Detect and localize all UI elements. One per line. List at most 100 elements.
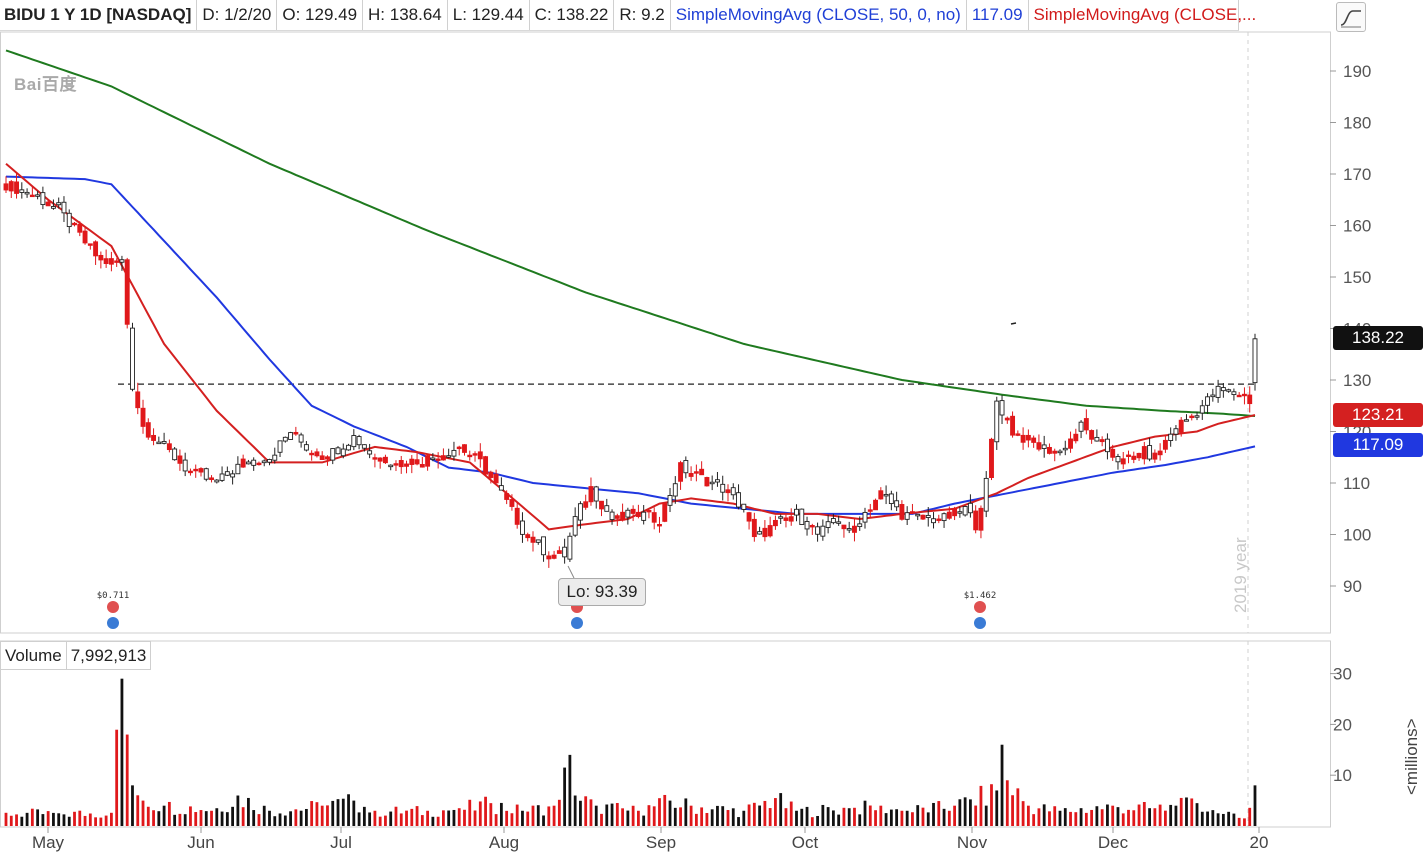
candle [198, 467, 204, 477]
candle-body-down [973, 510, 979, 531]
volume-bar [331, 800, 335, 826]
candle-body-up [388, 464, 394, 468]
volume-bar [536, 805, 540, 826]
volume-bar [83, 815, 87, 826]
candle-body-down [852, 525, 857, 533]
volume-bar [1032, 814, 1036, 826]
candle [915, 513, 921, 521]
candle [746, 511, 752, 530]
candle-body-up [825, 521, 831, 528]
candle [340, 443, 346, 459]
candle [72, 222, 77, 227]
candle [435, 452, 441, 469]
volume-bar [568, 754, 572, 826]
candle [214, 479, 220, 484]
volume-bar [716, 805, 719, 826]
volume-bar [916, 805, 920, 826]
candle [182, 452, 188, 477]
candle-body-up [799, 508, 805, 525]
candle-body-down [1025, 434, 1031, 441]
drawing-tool-button[interactable] [1336, 2, 1366, 32]
candle [187, 468, 193, 476]
candle-body-up [804, 521, 810, 530]
candle-body-up [303, 444, 309, 451]
candle [108, 251, 114, 272]
candle-body-down [699, 468, 705, 476]
volume-bar [9, 815, 13, 826]
volume-bar [705, 812, 709, 826]
symbol-label[interactable]: BIDU 1 Y 1D [NASDAQ] [0, 0, 198, 30]
candle-body-up [367, 450, 373, 455]
candle [293, 426, 299, 436]
candle-body-down [488, 471, 494, 478]
candle-body-down [867, 509, 873, 512]
candle-body-down [978, 507, 984, 531]
candle [393, 460, 399, 472]
volume-bar [262, 805, 266, 826]
candle-body-up [1168, 433, 1174, 441]
volume-bar [689, 805, 693, 826]
price-tick-label: 110 [1343, 474, 1370, 493]
volume-bar [204, 811, 208, 826]
candle-body-up [261, 460, 267, 464]
candle-body-up [298, 434, 304, 443]
volume-bar [41, 814, 45, 826]
candle [1205, 393, 1211, 415]
volume-bar [299, 810, 303, 826]
candle-body-up [567, 535, 573, 560]
candle [830, 513, 836, 525]
candle [551, 550, 557, 560]
candle-body-down [177, 455, 183, 464]
candle [377, 457, 383, 469]
candle-body-up [741, 503, 747, 510]
candle-body-up [1115, 456, 1121, 463]
x-tick-label: May [32, 833, 65, 852]
candle-body-down [382, 456, 388, 464]
sma50-study-label[interactable]: SimpleMovingAvg (CLOSE, 50, 0, no) [671, 0, 967, 30]
candle-body-down [588, 486, 594, 503]
volume-bar [473, 810, 477, 826]
volume-bar [879, 805, 883, 826]
candle-body-down [319, 455, 325, 460]
candle [493, 469, 499, 484]
volume-bar [763, 800, 767, 826]
candle-body-up [1078, 421, 1084, 432]
candle [288, 431, 294, 440]
price-tick-label: 100 [1343, 526, 1371, 545]
candle-body-down [657, 524, 662, 527]
candle-body-down [1110, 448, 1116, 458]
volume-bar [942, 808, 946, 826]
candle [483, 455, 489, 477]
candle-body-down [1083, 418, 1089, 431]
sma20-study-label[interactable]: SimpleMovingAvg (CLOSE,... [1029, 0, 1256, 30]
volume-bar [1148, 808, 1151, 826]
price-tick-label: 150 [1343, 268, 1371, 287]
candle [720, 475, 726, 501]
candle-body-down [1047, 446, 1052, 454]
candle [941, 512, 947, 528]
candle [994, 396, 1000, 450]
candle [920, 514, 926, 520]
candle-body-up [683, 460, 689, 474]
candle-body-down [620, 511, 626, 521]
candle-body-down [1010, 415, 1016, 436]
candle-body-up [577, 503, 583, 521]
candle [588, 477, 594, 506]
volume-bar [726, 810, 730, 826]
volume-bar [800, 808, 804, 826]
volume-bar [1164, 810, 1167, 826]
volume-bar [310, 801, 314, 826]
candle-body-up [730, 487, 736, 496]
low-value: L: 129.44 [448, 0, 530, 30]
volume-bar [447, 810, 451, 826]
candle-body-up [1041, 444, 1047, 449]
candle-body-up [1220, 387, 1226, 392]
volume-bar [905, 810, 909, 826]
volume-bar [146, 806, 150, 826]
candle [372, 453, 378, 468]
volume-bar [932, 802, 935, 826]
candle-body-down [514, 507, 520, 525]
candle-body-down [1004, 417, 1010, 421]
dividend-label: $1.462 [964, 591, 997, 601]
